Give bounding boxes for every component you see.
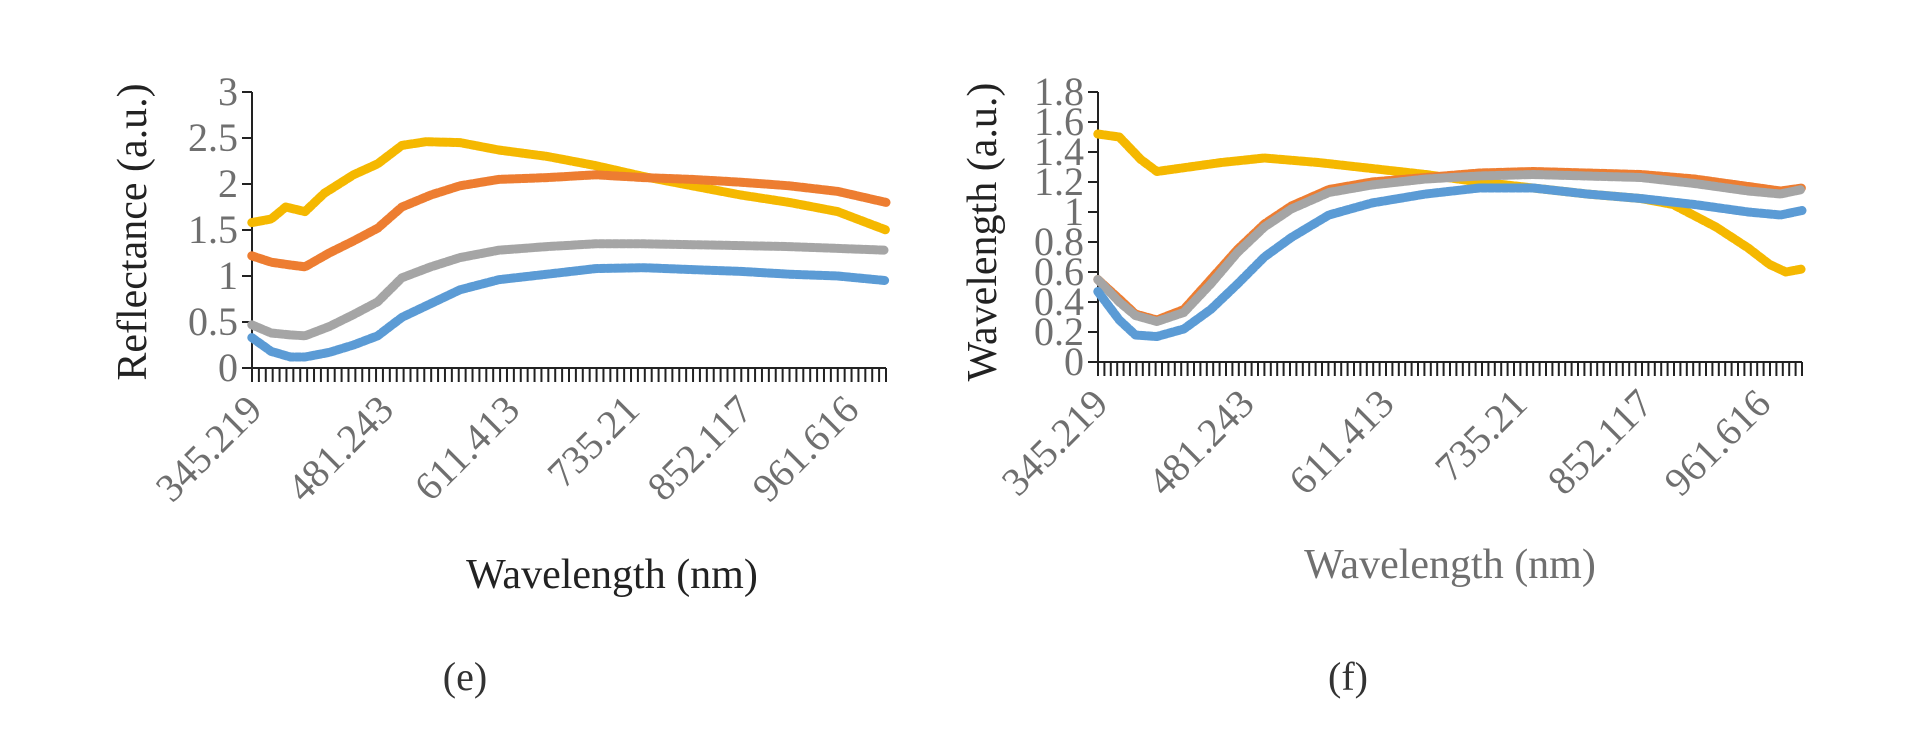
series-line-0: [247, 137, 891, 235]
y-tick-label: 1.8: [1034, 69, 1084, 114]
y-tick-label: 1.6: [1034, 99, 1084, 144]
y-axis-group: 00.511.522.53: [188, 69, 253, 390]
x-tick-label: 345.219: [147, 387, 271, 511]
x-axis-title: Wavelength (nm): [1304, 542, 1596, 588]
x-tick-label: 852.117: [1539, 381, 1662, 504]
y-tick-label: 1.4: [1034, 129, 1084, 174]
y-tick-label: 0: [1064, 339, 1084, 384]
x-tick-label: 852.117: [638, 387, 761, 510]
y-tick-label: 0.6: [1034, 249, 1084, 294]
x-tick-label: 611.413: [405, 387, 528, 510]
x-tick-label: 961.616: [743, 387, 867, 511]
panel-caption: (f): [1328, 654, 1368, 699]
y-axis-title: Reflectance (a.u.): [110, 83, 156, 380]
series-line-3: [1093, 183, 1807, 341]
y-tick-label: 1.5: [188, 207, 238, 252]
series-line-1: [247, 170, 891, 272]
panel-caption: (e): [443, 654, 487, 699]
x-tick-label: 481.243: [278, 387, 402, 511]
chart-panel-e: 00.511.522.53 345.219 481.243 611.413 735.2…: [110, 69, 891, 699]
x-tick-label: 481.243: [1139, 381, 1263, 505]
series-group: [247, 137, 891, 362]
y-axis-group: 00.20.40.60.811.21.41.61.8: [1034, 69, 1099, 384]
y-tick-label: 0.4: [1034, 279, 1084, 324]
y-axis-title: Wavelength (a.u.): [960, 83, 1006, 382]
y-tick-label: 2.5: [188, 115, 238, 160]
y-tick-label: 1.2: [1034, 159, 1084, 204]
y-tick-label: 0: [218, 345, 238, 390]
x-tick-label: 611.413: [1280, 381, 1403, 504]
y-tick-label: 1: [218, 253, 238, 298]
x-tick-label: 345.219: [993, 381, 1117, 505]
y-tick-label: 1: [1064, 189, 1084, 234]
y-tick-label: 0.5: [188, 299, 238, 344]
y-tick-label: 0.8: [1034, 219, 1084, 264]
x-tick-label: 961.616: [1655, 381, 1779, 505]
chart-panel-f: 00.20.40.60.811.21.41.61.8 345.219 481.24…: [960, 69, 1807, 699]
series-line-3: [247, 263, 891, 362]
series-group: [1093, 129, 1807, 341]
x-axis-title: Wavelength (nm): [466, 552, 758, 598]
series-line-2: [1093, 170, 1807, 326]
x-tick-label: 735.21: [1426, 381, 1536, 491]
y-tick-label: 3: [218, 69, 238, 114]
y-tick-label: 2: [218, 161, 238, 206]
x-tick-label: 735.21: [538, 387, 648, 497]
y-tick-label: 0.2: [1034, 309, 1084, 354]
series-line-2: [247, 239, 891, 341]
